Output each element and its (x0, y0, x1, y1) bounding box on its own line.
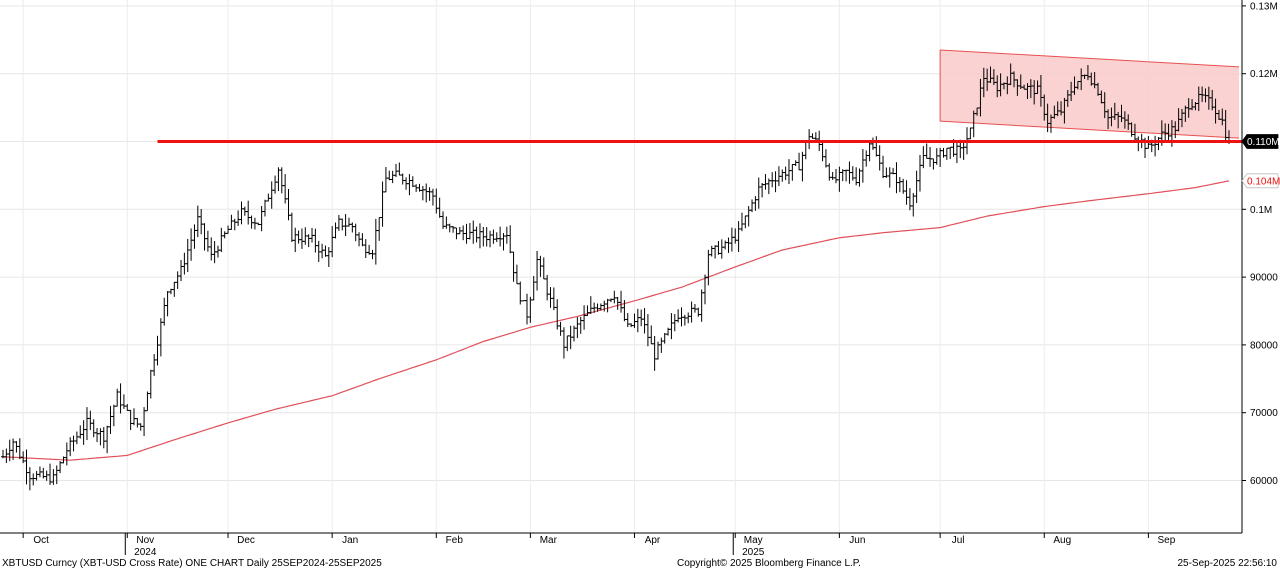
y-tick-label: 80000 (1250, 340, 1278, 351)
channel-fill (940, 49, 1240, 139)
value-tag-label: 0.104M (1247, 176, 1280, 187)
footer-security-info: XBTUSD Curncy (XBT-USD Cross Rate) ONE C… (2, 558, 382, 569)
footer-timestamp: 25-Sep-2025 22:56:10 (1177, 558, 1277, 569)
y-tick-label: 0.1M (1250, 205, 1272, 216)
x-tick-label: Feb (446, 535, 464, 546)
price-bars (1, 63, 1231, 491)
year-label: 2025 (742, 547, 765, 556)
price-chart: 60000 70000 80000 90000 0.1M 0.12M 0.13M Oct Nov… (0, 0, 1280, 556)
axes: 60000 70000 80000 90000 0.1M 0.12M 0.13M Oct Nov… (0, 0, 1278, 556)
chart-footer: XBTUSD Curncy (XBT-USD Cross Rate) ONE C… (0, 556, 1280, 571)
channel-lower-line (940, 120, 1240, 139)
x-tick-label: Nov (136, 535, 154, 546)
y-tick-label: 0.12M (1250, 69, 1278, 80)
x-tick-label: Sep (1157, 535, 1175, 546)
value-tag-label: 0.110M (1247, 137, 1280, 148)
x-tick-label: Apr (645, 535, 661, 546)
x-tick-label: Jan (342, 535, 358, 546)
x-tick-label: May (744, 535, 763, 546)
value-tag-box (1241, 134, 1279, 149)
channel-upper-line (940, 49, 1240, 68)
value-tags: 0.110M 0.104M (1241, 134, 1280, 189)
footer-copyright: Copyright© 2025 Bloomberg Finance L.P. (677, 558, 861, 569)
x-tick-label: Aug (1053, 535, 1071, 546)
x-tick-label: Oct (33, 535, 49, 546)
year-label: 2024 (134, 547, 157, 556)
x-tick-label: Jun (849, 535, 865, 546)
value-tag: 0.104M (1241, 173, 1280, 189)
price-channel (939, 49, 1240, 139)
moving-average (2, 180, 1230, 461)
y-tick-label: 90000 (1250, 273, 1278, 284)
gridlines (0, 0, 1242, 533)
x-tick-label: Jul (952, 535, 965, 546)
x-tick-label: Dec (237, 535, 255, 546)
y-tick-label: 0.13M (1250, 1, 1278, 12)
value-tag: 0.110M (1241, 134, 1280, 149)
y-tick-label: 60000 (1250, 476, 1278, 487)
x-tick-label: Mar (540, 535, 558, 546)
value-tag-box (1241, 173, 1279, 189)
y-tick-label: 70000 (1250, 408, 1278, 419)
moving-average-line (2, 180, 1230, 461)
